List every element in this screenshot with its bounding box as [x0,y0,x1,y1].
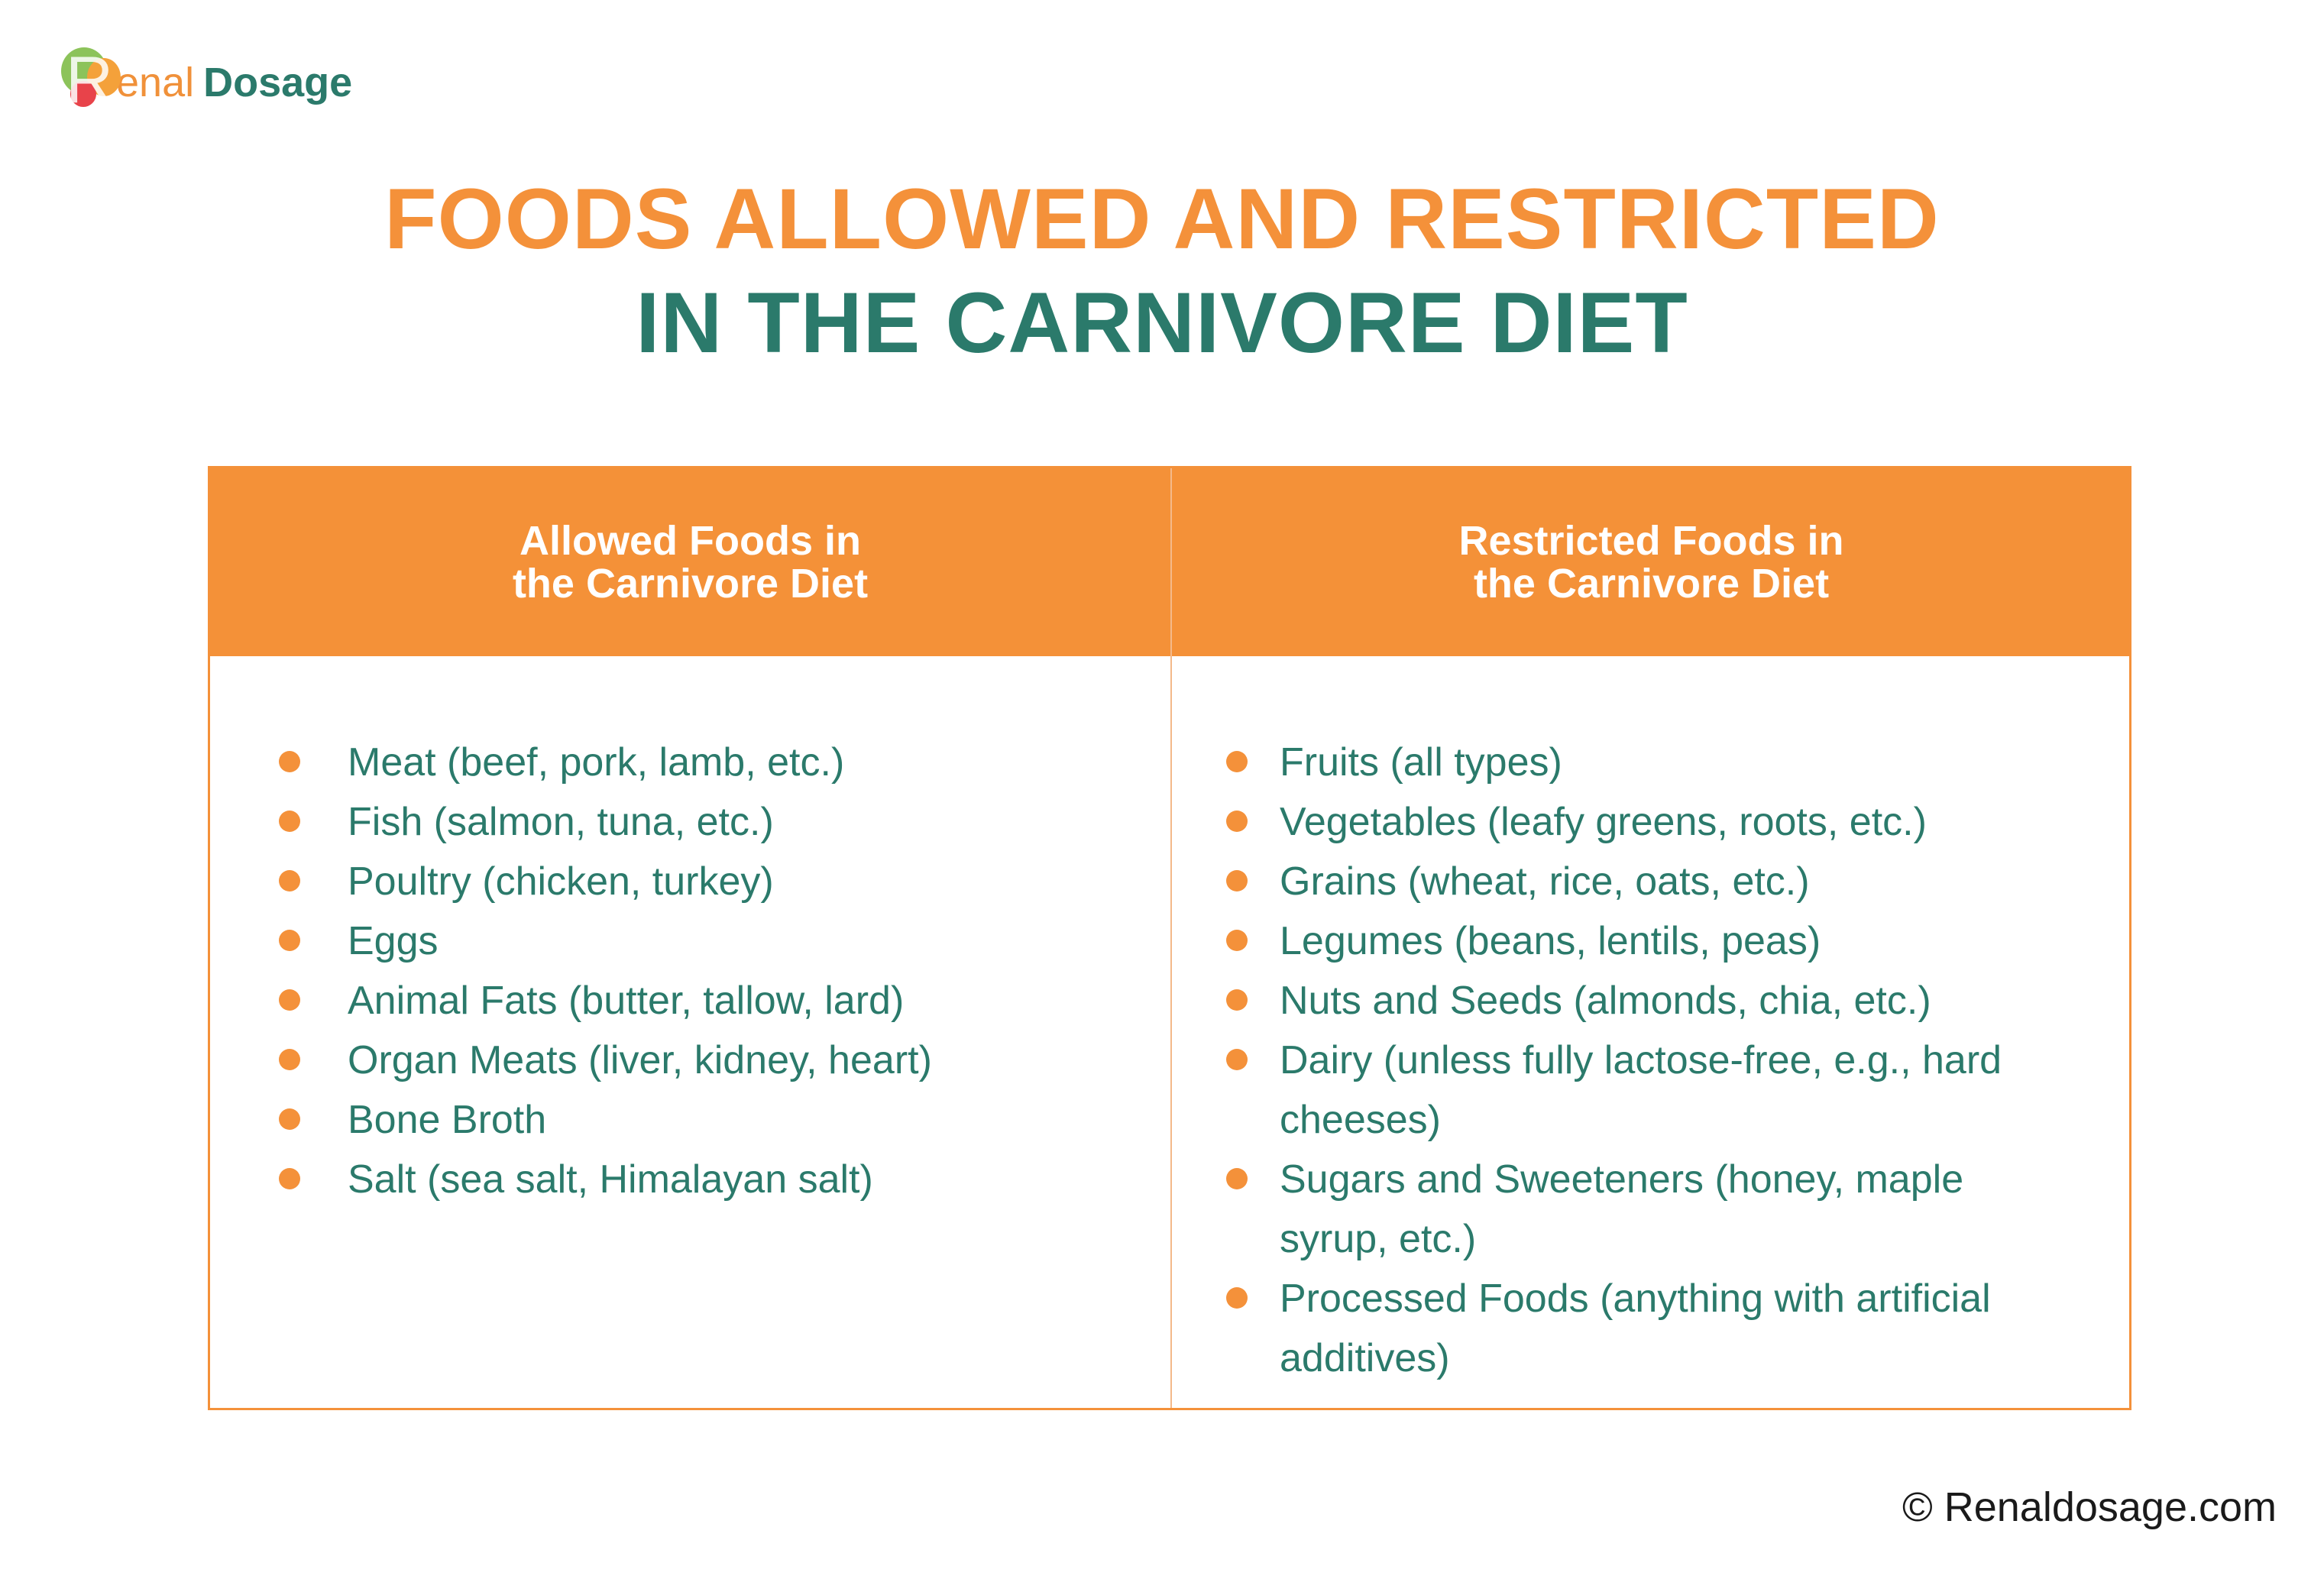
allowed-item: Salt (sea salt, Himalayan salt) [279,1150,1134,1209]
restricted-item-text: Nuts and Seeds (almonds, chia, etc.) [1280,979,1931,1023]
bullet-icon [1226,989,1248,1011]
logo-text-dosage: Dosage [203,60,353,105]
allowed-item-text: Poultry (chicken, turkey) [348,859,774,904]
restricted-item: Dairy (unless fully lactose-free, e.g., … [1226,1031,2082,1150]
bullet-icon [279,1108,300,1130]
restricted-item-text: Vegetables (leafy greens, roots, etc.) [1280,800,1927,844]
bullet-icon [1226,930,1248,951]
allowed-item: Eggs [279,911,1134,971]
bullet-icon [279,811,300,832]
column-divider [1170,468,1172,1408]
restricted-item: Sugars and Sweeteners (honey, maple syru… [1226,1150,2082,1269]
bullet-icon [279,989,300,1011]
restricted-item: Grains (wheat, rice, oats, etc.) [1226,852,2082,911]
header-allowed: Allowed Foods in the Carnivore Diet [512,518,869,607]
comparison-table: Allowed Foods in the Carnivore Diet Rest… [208,466,2131,1410]
bullet-icon [279,1049,300,1070]
allowed-item: Organ Meats (liver, kidney, heart) [279,1031,1134,1090]
bullet-icon [279,870,300,891]
restricted-item: Vegetables (leafy greens, roots, etc.) [1226,792,2082,852]
page-title-line1: FOODS ALLOWED AND RESTRICTED [384,171,1940,267]
restricted-item-text: Fruits (all types) [1280,740,1562,785]
header-restricted: Restricted Foods in the Carnivore Diet [1458,518,1844,607]
allowed-item: Bone Broth [279,1090,1134,1150]
table-header: Allowed Foods in the Carnivore Diet Rest… [210,468,2129,656]
copyright: © Renaldosage.com [1902,1484,2277,1530]
logo-mark: R [60,44,130,121]
bullet-icon [1226,751,1248,772]
logo-text-enal: enal [116,60,195,105]
restricted-item-text: Sugars and Sweeteners (honey, maple syru… [1280,1157,1964,1261]
restricted-item: Processed Foods (anything with artificia… [1226,1269,2082,1388]
restricted-item: Fruits (all types) [1226,733,2082,792]
bullet-icon [1226,1049,1248,1070]
restricted-list: Fruits (all types) Vegetables (leafy gree… [1226,733,2082,1388]
restricted-item: Nuts and Seeds (almonds, chia, etc.) [1226,971,2082,1031]
bullet-icon [1226,1168,1248,1189]
bullet-icon [1226,811,1248,832]
allowed-item-text: Meat (beef, pork, lamb, etc.) [348,740,845,785]
allowed-item-text: Salt (sea salt, Himalayan salt) [348,1157,873,1202]
allowed-item-text: Bone Broth [348,1098,547,1142]
bullet-icon [279,930,300,951]
allowed-list: Meat (beef, pork, lamb, etc.) Fish (salmo… [279,733,1134,1209]
allowed-item-text: Animal Fats (butter, tallow, lard) [348,979,905,1023]
restricted-item-text: Grains (wheat, rice, oats, etc.) [1280,859,1810,904]
restricted-item-text: Processed Foods (anything with artificia… [1280,1277,1991,1380]
restricted-item-text: Dairy (unless fully lactose-free, e.g., … [1280,1038,2002,1142]
allowed-item: Poultry (chicken, turkey) [279,852,1134,911]
allowed-item: Meat (beef, pork, lamb, etc.) [279,733,1134,792]
bullet-icon [1226,870,1248,891]
logo-letter: R [66,44,114,117]
allowed-item: Animal Fats (butter, tallow, lard) [279,971,1134,1031]
allowed-item-text: Eggs [348,919,439,963]
page-title-line2: IN THE CARNIVORE DIET [636,275,1688,370]
restricted-item: Legumes (beans, lentils, peas) [1226,911,2082,971]
restricted-item-text: Legumes (beans, lentils, peas) [1280,919,1821,963]
allowed-item-text: Fish (salmon, tuna, etc.) [348,800,774,844]
bullet-icon [279,751,300,772]
allowed-item: Fish (salmon, tuna, etc.) [279,792,1134,852]
bullet-icon [1226,1287,1248,1309]
bullet-icon [279,1168,300,1189]
allowed-item-text: Organ Meats (liver, kidney, heart) [348,1038,932,1082]
logo: R enal Dosage [60,44,352,121]
